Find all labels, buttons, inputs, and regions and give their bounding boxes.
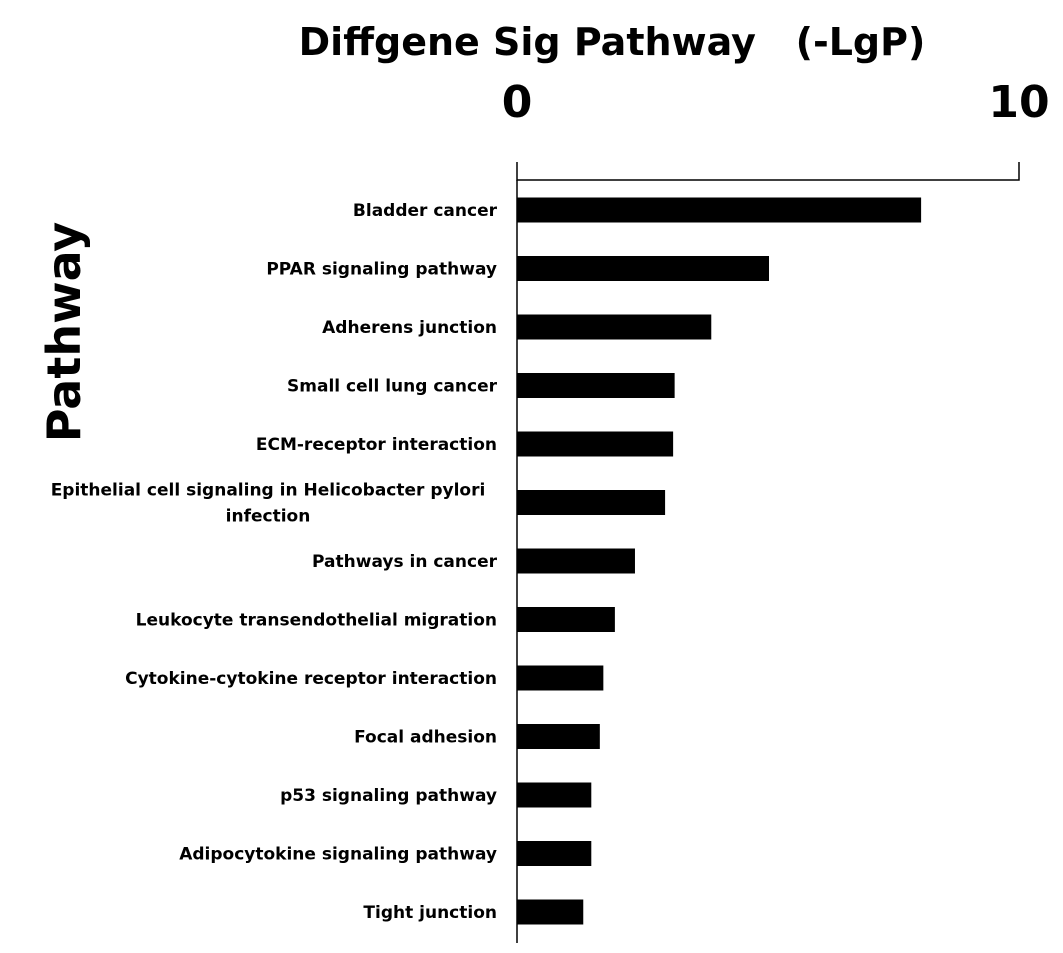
category-label-2: Adherens junction (322, 318, 497, 338)
bar-5 (517, 490, 666, 515)
category-label-8: Cytokine-cytokine receptor interaction (125, 669, 497, 689)
category-label-5-line-1: infection (226, 507, 311, 527)
bar-9 (517, 724, 600, 749)
category-label-0: Bladder cancer (353, 201, 498, 221)
category-label-10: p53 signaling pathway (280, 786, 497, 806)
bar-12 (517, 899, 584, 925)
bar-7 (517, 607, 615, 632)
bar-2 (517, 314, 712, 340)
bar-6 (517, 548, 635, 574)
x-tick-label-max: 10 (988, 77, 1049, 128)
category-label-5: Epithelial cell signaling in Helicobacte… (51, 481, 486, 527)
y-axis-label: Pathway (37, 222, 91, 442)
chart-title: Diffgene Sig Pathway (-LgP) (299, 20, 926, 64)
bar-4 (517, 431, 674, 457)
category-label-12: Tight junction (363, 903, 497, 923)
bar-1 (517, 256, 770, 281)
bar-0 (517, 197, 922, 223)
bar-11 (517, 841, 592, 866)
category-label-4: ECM-receptor interaction (256, 435, 497, 455)
x-tick-label-min: 0 (502, 77, 533, 128)
bars-group (517, 197, 922, 925)
bar-10 (517, 782, 592, 808)
category-label-5-line-0: Epithelial cell signaling in Helicobacte… (51, 481, 486, 501)
category-label-3: Small cell lung cancer (287, 377, 498, 397)
category-label-1: PPAR signaling pathway (266, 260, 497, 280)
x-axis-line (516, 162, 1020, 181)
category-label-7: Leukocyte transendothelial migration (136, 611, 497, 631)
category-label-9: Focal adhesion (354, 728, 497, 748)
category-label-6: Pathways in cancer (312, 552, 498, 572)
category-labels-group: Bladder cancer PPAR signaling pathway Adhe… (51, 201, 498, 923)
category-label-11: Adipocytokine signaling pathway (179, 845, 497, 865)
bar-3 (517, 373, 675, 398)
bar-8 (517, 665, 604, 691)
